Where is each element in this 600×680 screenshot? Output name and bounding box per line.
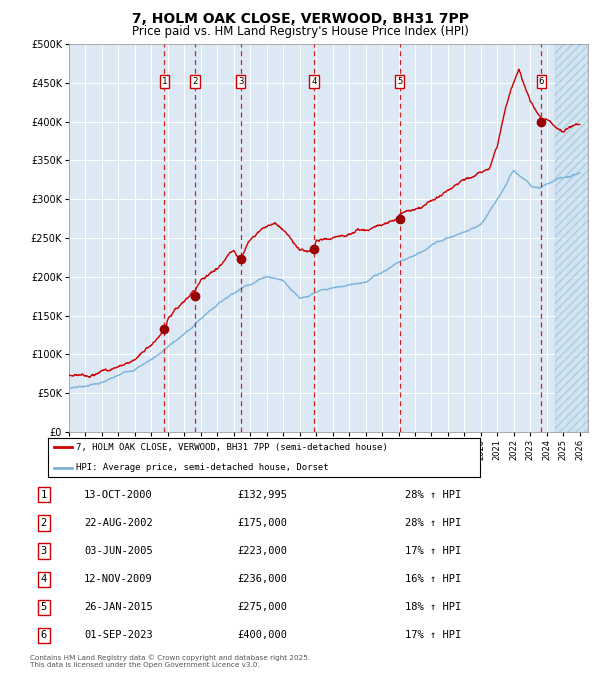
Text: £236,000: £236,000 [237, 574, 287, 584]
Text: 4: 4 [311, 77, 317, 86]
Text: £175,000: £175,000 [237, 518, 287, 528]
Text: 6: 6 [539, 77, 544, 86]
Text: 2: 2 [192, 77, 197, 86]
Text: £275,000: £275,000 [237, 602, 287, 612]
Text: HPI: Average price, semi-detached house, Dorset: HPI: Average price, semi-detached house,… [76, 463, 329, 472]
Text: 7, HOLM OAK CLOSE, VERWOOD, BH31 7PP: 7, HOLM OAK CLOSE, VERWOOD, BH31 7PP [131, 12, 469, 27]
Text: 18% ↑ HPI: 18% ↑ HPI [406, 602, 461, 612]
Text: 2: 2 [41, 518, 47, 528]
Text: Contains HM Land Registry data © Crown copyright and database right 2025.
This d: Contains HM Land Registry data © Crown c… [30, 654, 310, 668]
Text: 7, HOLM OAK CLOSE, VERWOOD, BH31 7PP (semi-detached house): 7, HOLM OAK CLOSE, VERWOOD, BH31 7PP (se… [76, 443, 388, 452]
Text: 22-AUG-2002: 22-AUG-2002 [84, 518, 152, 528]
Text: 28% ↑ HPI: 28% ↑ HPI [406, 518, 461, 528]
Text: 03-JUN-2005: 03-JUN-2005 [84, 546, 152, 556]
Text: £223,000: £223,000 [237, 546, 287, 556]
Text: 17% ↑ HPI: 17% ↑ HPI [406, 546, 461, 556]
Text: 6: 6 [41, 630, 47, 641]
Text: 26-JAN-2015: 26-JAN-2015 [84, 602, 152, 612]
Text: 12-NOV-2009: 12-NOV-2009 [84, 574, 152, 584]
Text: 5: 5 [397, 77, 403, 86]
Text: 4: 4 [41, 574, 47, 584]
Text: 28% ↑ HPI: 28% ↑ HPI [406, 490, 461, 500]
Text: 1: 1 [41, 490, 47, 500]
Text: 16% ↑ HPI: 16% ↑ HPI [406, 574, 461, 584]
Text: 3: 3 [238, 77, 244, 86]
Text: 5: 5 [41, 602, 47, 612]
Text: £132,995: £132,995 [237, 490, 287, 500]
Text: Price paid vs. HM Land Registry's House Price Index (HPI): Price paid vs. HM Land Registry's House … [131, 25, 469, 38]
Text: 1: 1 [162, 77, 167, 86]
Text: 01-SEP-2023: 01-SEP-2023 [84, 630, 152, 641]
Text: 13-OCT-2000: 13-OCT-2000 [84, 490, 152, 500]
Text: £400,000: £400,000 [237, 630, 287, 641]
Text: 17% ↑ HPI: 17% ↑ HPI [406, 630, 461, 641]
Text: 3: 3 [41, 546, 47, 556]
